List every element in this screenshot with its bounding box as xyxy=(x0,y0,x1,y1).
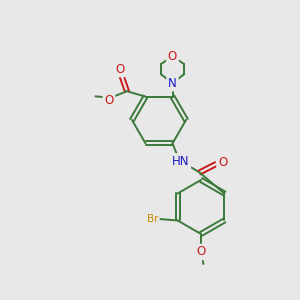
Text: O: O xyxy=(168,50,177,63)
Text: HN: HN xyxy=(172,155,189,168)
Text: O: O xyxy=(218,156,227,169)
Text: O: O xyxy=(196,245,206,259)
Text: Br: Br xyxy=(147,214,158,224)
Text: N: N xyxy=(168,76,177,90)
Text: O: O xyxy=(104,94,113,107)
Text: O: O xyxy=(116,62,124,76)
